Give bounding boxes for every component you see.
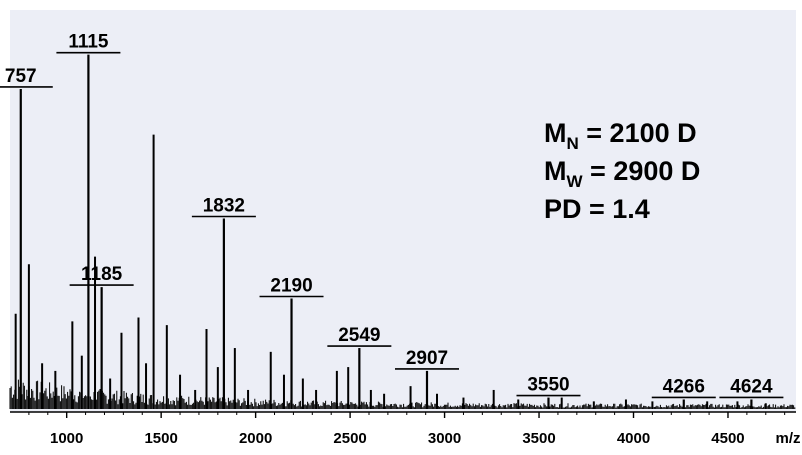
- x-tick-label: 4000: [617, 430, 650, 447]
- spectrum-peaks: [14, 54, 767, 409]
- peak-label: 1832: [203, 196, 245, 217]
- peak-label-group: 2549: [327, 325, 392, 347]
- x-tick-label: 1500: [144, 430, 177, 447]
- peak-label-group: 3550: [516, 375, 581, 397]
- peak-label-group: 757: [0, 66, 53, 88]
- x-tick-label: 4500: [711, 430, 744, 447]
- x-axis-unit-label: m/z: [775, 430, 800, 447]
- x-tick-label: 3000: [428, 430, 461, 447]
- peak-label-group: 4624: [719, 376, 784, 399]
- x-tick-label: 1000: [50, 430, 83, 447]
- peak-label: 4624: [730, 376, 773, 397]
- peak-label-group: 1115: [56, 32, 121, 54]
- peak-labels: 757 1115 1185 1832 2190 2549 2907 3550 4266 4624: [0, 32, 784, 399]
- peak-label-group: 2190: [259, 276, 324, 298]
- x-tick-label: 2500: [333, 430, 366, 447]
- peak-label-group: 2907: [394, 348, 459, 370]
- x-tick-label: 3500: [522, 430, 555, 447]
- peak-label: 1185: [81, 264, 123, 285]
- peak-label: 2549: [338, 325, 380, 346]
- peak-label: 3550: [527, 375, 569, 396]
- plot-background: [10, 10, 796, 412]
- peak-label-group: 1832: [191, 196, 256, 218]
- peak-label-group: 1185: [69, 264, 134, 286]
- peak-label: 1115: [68, 32, 109, 53]
- peak-label: 4266: [663, 376, 705, 397]
- peak-label: 2190: [270, 276, 312, 297]
- polymer-statistics: MN = 2100 DMW = 2900 DPD = 1.4: [544, 118, 700, 224]
- stat-line: MW = 2900 D: [544, 156, 700, 191]
- peak-label-group: 4266: [651, 376, 716, 399]
- peak-label: 2907: [406, 348, 448, 369]
- stat-line: MN = 2100 D: [544, 118, 697, 153]
- stat-line: PD = 1.4: [544, 194, 650, 224]
- x-tick-label: 2000: [239, 430, 272, 447]
- peak-label: 757: [5, 66, 37, 87]
- x-axis-ticks: 1000 1500 2000 2500 3000 3500 4000 4500: [28, 412, 786, 447]
